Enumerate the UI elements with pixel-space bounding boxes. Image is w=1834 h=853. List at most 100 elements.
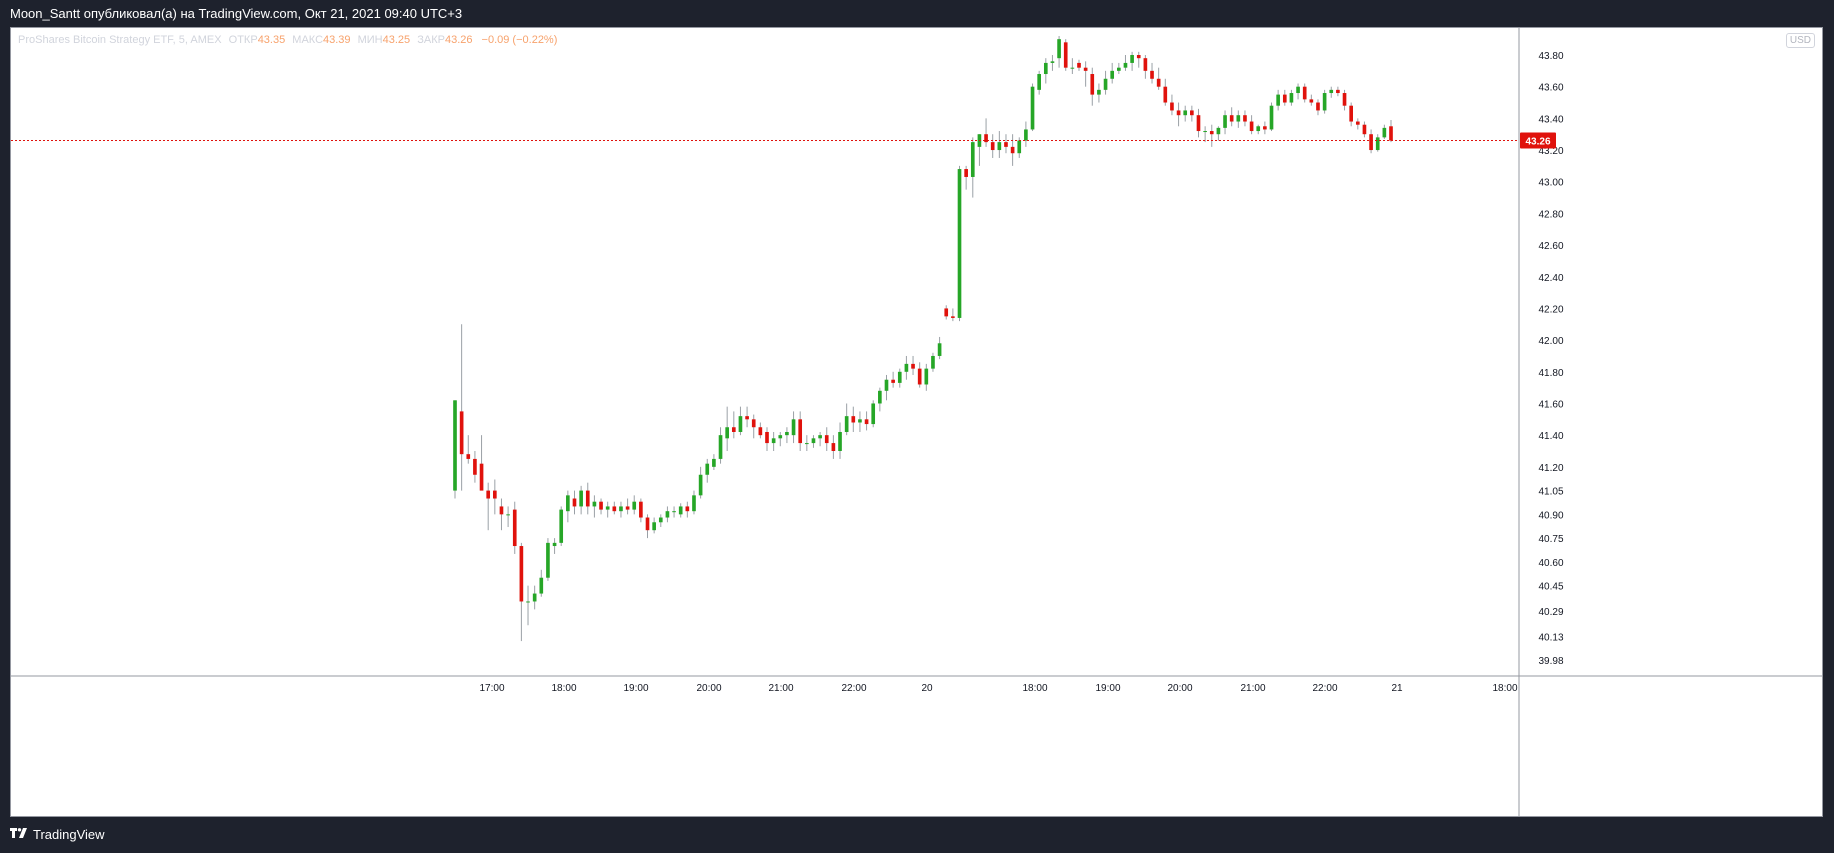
candle[interactable] (891, 371, 895, 388)
candle[interactable] (585, 482, 590, 515)
candle[interactable] (951, 308, 955, 322)
candle[interactable] (798, 411, 803, 451)
candle[interactable] (665, 506, 670, 523)
candle[interactable] (619, 501, 623, 518)
candlestick-chart[interactable]: 43.80 43.60 43.40 43.20 43.00 42.80 42.60 42.40… (11, 28, 1822, 816)
candle[interactable] (698, 466, 703, 499)
candle[interactable] (1196, 108, 1201, 138)
candle[interactable] (546, 538, 550, 581)
candle[interactable] (1004, 134, 1008, 154)
candle[interactable] (1282, 89, 1287, 106)
candle[interactable] (1249, 115, 1254, 135)
candle[interactable] (1130, 51, 1134, 71)
candle[interactable] (844, 403, 849, 436)
candle[interactable] (824, 427, 829, 451)
candle[interactable] (1355, 118, 1360, 130)
candle[interactable] (970, 137, 975, 198)
candle[interactable] (1037, 70, 1041, 95)
candle[interactable] (1143, 55, 1148, 79)
candle[interactable] (1170, 94, 1174, 116)
candle[interactable] (519, 542, 524, 642)
candle[interactable] (1289, 89, 1294, 106)
candle[interactable] (612, 501, 617, 515)
candle[interactable] (718, 427, 723, 464)
candle[interactable] (652, 517, 656, 534)
candle[interactable] (884, 374, 889, 401)
candle[interactable] (1216, 126, 1221, 141)
candle[interactable] (731, 411, 736, 439)
candle[interactable] (1269, 102, 1274, 132)
candle[interactable] (1057, 36, 1061, 68)
candle[interactable] (811, 435, 816, 448)
candle[interactable] (526, 585, 530, 626)
candle[interactable] (493, 479, 497, 515)
candle[interactable] (566, 490, 570, 523)
candle[interactable] (1050, 55, 1055, 71)
candle[interactable] (1083, 61, 1088, 87)
candle[interactable] (937, 336, 942, 360)
candle[interactable] (459, 324, 464, 491)
candle[interactable] (592, 495, 597, 518)
candle[interactable] (738, 406, 743, 436)
candle[interactable] (1382, 124, 1387, 139)
candle[interactable] (1223, 110, 1227, 135)
candle[interactable] (499, 498, 504, 531)
candle[interactable] (559, 506, 564, 547)
candle[interactable] (579, 485, 583, 515)
candle[interactable] (466, 435, 471, 464)
candle[interactable] (1236, 110, 1241, 128)
candle[interactable] (1296, 83, 1300, 100)
candle[interactable] (858, 411, 862, 432)
candle[interactable] (1243, 110, 1247, 127)
candle[interactable] (785, 427, 789, 444)
candle[interactable] (1276, 89, 1280, 111)
candle[interactable] (984, 118, 988, 147)
candle[interactable] (771, 431, 776, 451)
candle[interactable] (1156, 67, 1161, 90)
candle[interactable] (904, 355, 909, 380)
candle[interactable] (705, 458, 710, 483)
candle[interactable] (692, 490, 696, 515)
candle[interactable] (1163, 78, 1168, 106)
candle[interactable] (864, 411, 869, 431)
candle[interactable] (791, 411, 796, 444)
candle[interactable] (1070, 58, 1075, 75)
candle[interactable] (818, 431, 822, 447)
candle[interactable] (1256, 124, 1261, 135)
candle[interactable] (712, 454, 716, 471)
candle[interactable] (625, 498, 630, 515)
candle[interactable] (605, 501, 610, 518)
candle[interactable] (758, 422, 763, 439)
candle[interactable] (964, 165, 968, 190)
candle[interactable] (532, 585, 537, 610)
candle[interactable] (599, 498, 603, 515)
candle[interactable] (1203, 126, 1207, 143)
candle[interactable] (473, 450, 477, 483)
candle[interactable] (1010, 134, 1015, 166)
candle[interactable] (1150, 62, 1154, 84)
candle[interactable] (765, 427, 769, 451)
candle[interactable] (1263, 121, 1267, 135)
candle[interactable] (1123, 55, 1128, 71)
candle[interactable] (1043, 58, 1048, 84)
candle[interactable] (1209, 124, 1214, 147)
candle[interactable] (685, 501, 690, 518)
candle[interactable] (1362, 121, 1367, 138)
candle[interactable] (1063, 39, 1068, 71)
candle[interactable] (1190, 105, 1194, 122)
candle[interactable] (453, 400, 457, 499)
candle[interactable] (1183, 105, 1188, 122)
candle[interactable] (745, 406, 749, 428)
candle[interactable] (506, 506, 510, 528)
candle[interactable] (751, 414, 756, 439)
candle[interactable] (1389, 119, 1393, 143)
candle[interactable] (1176, 102, 1181, 127)
candle[interactable] (1316, 99, 1320, 116)
candle[interactable] (725, 406, 729, 451)
candle[interactable] (479, 435, 484, 491)
candle[interactable] (1302, 83, 1307, 103)
candle[interactable] (838, 422, 842, 459)
chart-pane[interactable]: 43.80 43.60 43.40 43.20 43.00 42.80 42.60 42.40… (10, 27, 1823, 817)
candle[interactable] (572, 490, 577, 515)
tradingview-brand[interactable]: TradingView (10, 827, 105, 842)
